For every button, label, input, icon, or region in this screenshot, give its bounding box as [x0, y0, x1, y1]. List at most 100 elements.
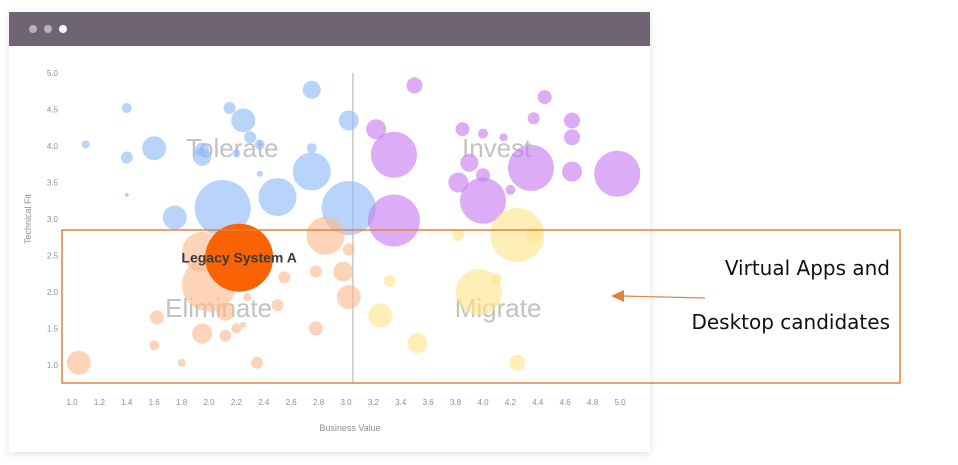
bubble-migrate [490, 208, 545, 263]
y-tick-label: 1.0 [47, 361, 59, 370]
y-tick-label: 1.5 [47, 325, 59, 334]
x-tick-label: 4.4 [532, 398, 544, 407]
x-tick-label: 1.8 [176, 398, 188, 407]
bubble-invest [460, 153, 479, 172]
bubble-eliminate [250, 356, 263, 369]
x-tick-label: 5.0 [614, 398, 626, 407]
window-titlebar [9, 12, 650, 46]
x-tick-label: 3.0 [340, 398, 352, 407]
bubble-migrate [455, 269, 502, 315]
bubble-eliminate [271, 299, 284, 312]
bubble-invest [564, 112, 581, 129]
bubble-eliminate [278, 271, 291, 284]
bubble-invest [448, 172, 469, 193]
bubble-tolerate [81, 140, 90, 149]
x-tick-label: 3.4 [395, 398, 407, 407]
bubble-eliminate [192, 323, 213, 344]
bubble-invest [478, 128, 488, 139]
callout-box [61, 229, 901, 384]
x-tick-label: 1.0 [66, 398, 78, 407]
bubble-highlight [205, 223, 274, 292]
window-dot-2[interactable] [44, 25, 52, 33]
bubble-invest [367, 194, 420, 247]
bubble-tolerate [162, 205, 187, 230]
bubble-invest [507, 144, 554, 191]
bubble-eliminate [243, 293, 252, 302]
callout-arrow-head [611, 290, 624, 302]
x-tick-label: 1.4 [121, 398, 133, 407]
y-tick-label: 5.0 [47, 69, 59, 78]
window-dot-1[interactable] [29, 25, 37, 33]
bubble-invest [366, 119, 387, 140]
y-tick-label: 3.0 [47, 215, 59, 224]
bubble-eliminate [336, 285, 361, 310]
bubble-tolerate [254, 139, 265, 150]
bubble-invest [499, 133, 508, 142]
bubble-eliminate [306, 216, 345, 255]
bubble-tolerate [194, 180, 251, 237]
bubble-tolerate [244, 131, 257, 144]
y-axis-title: Technical Fit [23, 193, 33, 244]
bubble-migrate [368, 303, 393, 328]
bubble-tolerate [120, 151, 133, 164]
bubble-invest [562, 161, 583, 182]
bubble-eliminate [149, 310, 164, 325]
bubble-eliminate [240, 321, 247, 328]
bubble-migrate [383, 275, 396, 288]
bubble-tolerate [258, 178, 297, 217]
x-tick-label: 4.2 [505, 398, 517, 407]
y-tick-label: 2.5 [47, 252, 59, 261]
bubble-tolerate [231, 108, 256, 133]
x-tick-label: 2.4 [258, 398, 270, 407]
bubble-eliminate [216, 302, 235, 321]
x-tick-label: 4.6 [560, 398, 572, 407]
bubble-eliminate [231, 323, 242, 334]
x-tick-label: 1.6 [149, 398, 161, 407]
x-tick-label: 4.8 [587, 398, 599, 407]
bubble-tolerate [193, 147, 212, 166]
bubble-eliminate [66, 350, 91, 375]
bubble-tolerate [142, 136, 167, 161]
callout-line-2: Desktop candidates [691, 310, 890, 334]
bubble-tolerate [302, 80, 321, 99]
bubble-migrate [509, 354, 526, 371]
bubble-tolerate [256, 170, 263, 177]
y-tick-label: 2.0 [47, 288, 59, 297]
annotation-label: Legacy System A [181, 250, 296, 266]
y-tick-label: 3.5 [47, 179, 59, 188]
y-tick-label: 4.0 [47, 142, 59, 151]
x-tick-label: 3.8 [450, 398, 462, 407]
bubble-tolerate [292, 152, 331, 191]
bubble-tolerate [232, 149, 241, 158]
annotations-layer: Legacy System A [181, 250, 296, 266]
bubble-migrate [525, 227, 542, 244]
x-tick-label: 3.6 [423, 398, 435, 407]
bubble-tolerate [124, 192, 129, 197]
window-dot-3[interactable] [59, 25, 67, 33]
bubble-invest [505, 184, 516, 195]
x-tick-label: 1.2 [94, 398, 106, 407]
bubble-invest [537, 90, 552, 105]
callout-text: Virtual Apps and Desktop candidates [650, 248, 890, 356]
x-tick-label: 4.0 [477, 398, 489, 407]
bubble-tolerate [223, 102, 236, 115]
bubble-invest [455, 122, 470, 137]
x-tick-label: 2.2 [231, 398, 243, 407]
y-tick-label: 4.5 [47, 106, 59, 115]
callout-line-1: Virtual Apps and [724, 256, 890, 280]
bubble-invest [527, 112, 540, 125]
x-tick-label: 3.2 [368, 398, 380, 407]
bubble-tolerate [338, 110, 359, 131]
x-tick-label: 2.6 [286, 398, 298, 407]
bubble-migrate [452, 229, 465, 242]
x-tick-label: 2.0 [203, 398, 215, 407]
bubble-eliminate [333, 261, 354, 282]
x-axis-title: Business Value [319, 423, 380, 433]
x-tick-label: 2.8 [313, 398, 325, 407]
bubble-eliminate [308, 321, 323, 336]
bubble-migrate [407, 333, 428, 354]
bubble-eliminate [219, 329, 232, 342]
bubble-tolerate [121, 103, 132, 114]
bubble-eliminate [177, 358, 186, 367]
